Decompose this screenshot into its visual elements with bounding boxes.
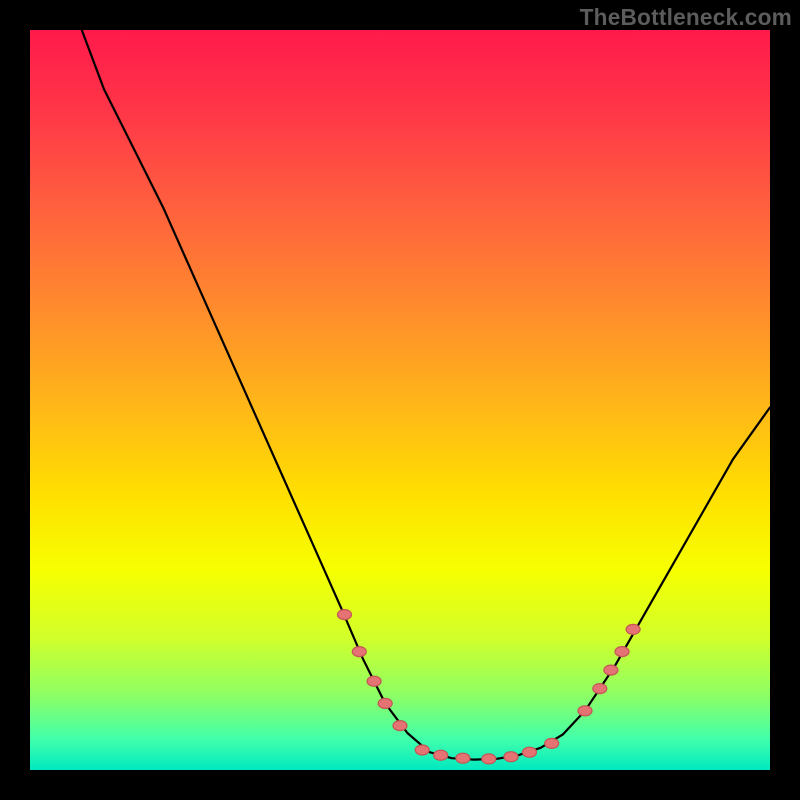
- data-marker: [615, 647, 629, 657]
- data-marker: [545, 738, 559, 748]
- data-marker: [626, 624, 640, 634]
- data-marker: [523, 747, 537, 757]
- data-marker: [593, 684, 607, 694]
- data-marker: [367, 676, 381, 686]
- data-marker: [456, 753, 470, 763]
- data-marker: [482, 754, 496, 764]
- data-marker: [393, 721, 407, 731]
- chart-svg: [30, 30, 770, 770]
- data-marker: [338, 610, 352, 620]
- chart-frame: TheBottleneck.com: [0, 0, 800, 800]
- data-marker: [352, 647, 366, 657]
- data-marker: [604, 665, 618, 675]
- data-marker: [504, 752, 518, 762]
- plot-area: [30, 30, 770, 770]
- watermark-text: TheBottleneck.com: [580, 4, 792, 31]
- data-marker: [378, 698, 392, 708]
- data-marker: [434, 750, 448, 760]
- gradient-background: [30, 30, 770, 770]
- data-marker: [578, 706, 592, 716]
- data-marker: [415, 745, 429, 755]
